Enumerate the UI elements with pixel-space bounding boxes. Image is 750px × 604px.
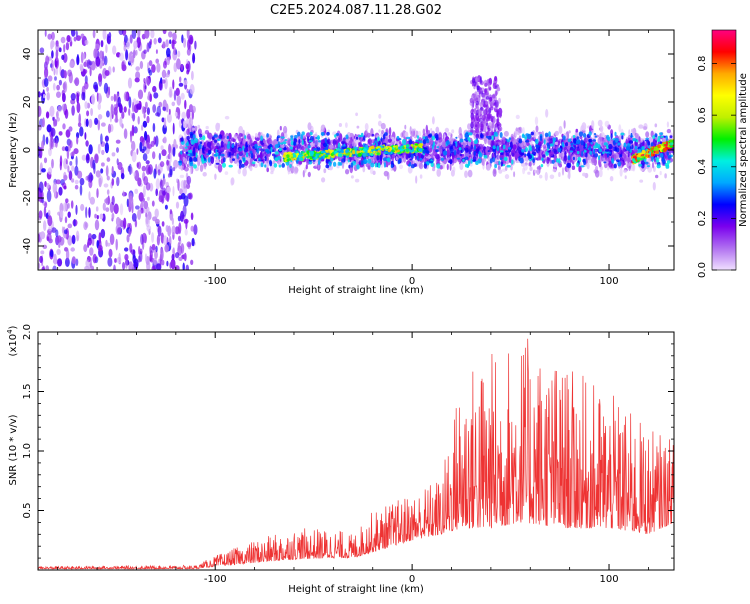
snr-x-tick-label: 0 [409,574,415,585]
spectrogram-x-axis-label: Height of straight line (km) [288,285,424,296]
figure-title: C2E5.2024.087.11.28.G02 [270,3,442,18]
colorbar-tick-label: 0.0 [697,262,708,278]
colorbar-label: Normalized spectral amplitude [738,73,749,227]
colorbar-tick-label: 0.8 [697,56,708,72]
spectrogram-x-tick-label: 100 [599,276,618,287]
snr-scale-prefix: (x10 [8,334,19,357]
snr-y-tick-label: 2.0 [22,324,33,340]
spectrogram-x-tick-label: 0 [409,276,415,287]
snr-series [38,338,674,570]
snr-x-tick-label: -100 [204,574,227,585]
spectrogram-panel: -100 0 100 -40 -20 0 20 40 Height of straight l… [8,29,675,296]
spectrogram-y-tick-label: -40 [22,238,33,254]
spectrogram-image [38,30,674,270]
spectrogram-y-axis-label: Frequency (Hz) [8,112,19,188]
snr-y-scale-factor: (x104) [6,325,19,356]
colorbar-tick-label: 0.4 [697,159,708,175]
spectrogram-y-tick-label: 20 [22,96,33,109]
snr-y-tick-label: 1.0 [22,443,33,459]
snr-plot-area [38,332,674,570]
snr-y-axis-label: SNR (10 * v/v) [8,414,19,485]
snr-line [38,338,674,570]
svg-text:(x104): (x104) [6,325,19,356]
snr-panel: -100 0 100 0.5 1.0 1.5 2.0 Height of straight … [6,324,675,595]
colorbar-gradient [711,29,737,271]
colorbar-ticks: 0.0 0.2 0.4 0.6 0.8 [697,56,736,278]
snr-scale-suffix: ) [8,325,19,329]
snr-x-tick-label: 100 [599,574,618,585]
spectrogram-y-tick-label: -20 [22,190,33,206]
snr-y-tick-label: 1.5 [22,384,33,400]
spectrogram-x-tick-label: -100 [204,276,227,287]
snr-scale-exponent: 4 [6,329,14,334]
snr-y-tick-label: 0.5 [22,503,33,519]
colorbar-tick-label: 0.2 [697,210,708,226]
colorbar: 0.0 0.2 0.4 0.6 0.8 Normalized spectral ampl… [697,29,749,278]
spectrogram-y-tick-label: 0 [22,147,33,153]
snr-x-axis-label: Height of straight line (km) [288,584,424,595]
colorbar-tick-label: 0.6 [697,107,708,123]
snr-ticks: -100 0 100 0.5 1.0 1.5 2.0 [22,324,674,585]
spectrogram-ticks: -100 0 100 -40 -20 0 20 40 [22,29,674,287]
spectrogram-y-tick-label: 40 [22,48,33,61]
